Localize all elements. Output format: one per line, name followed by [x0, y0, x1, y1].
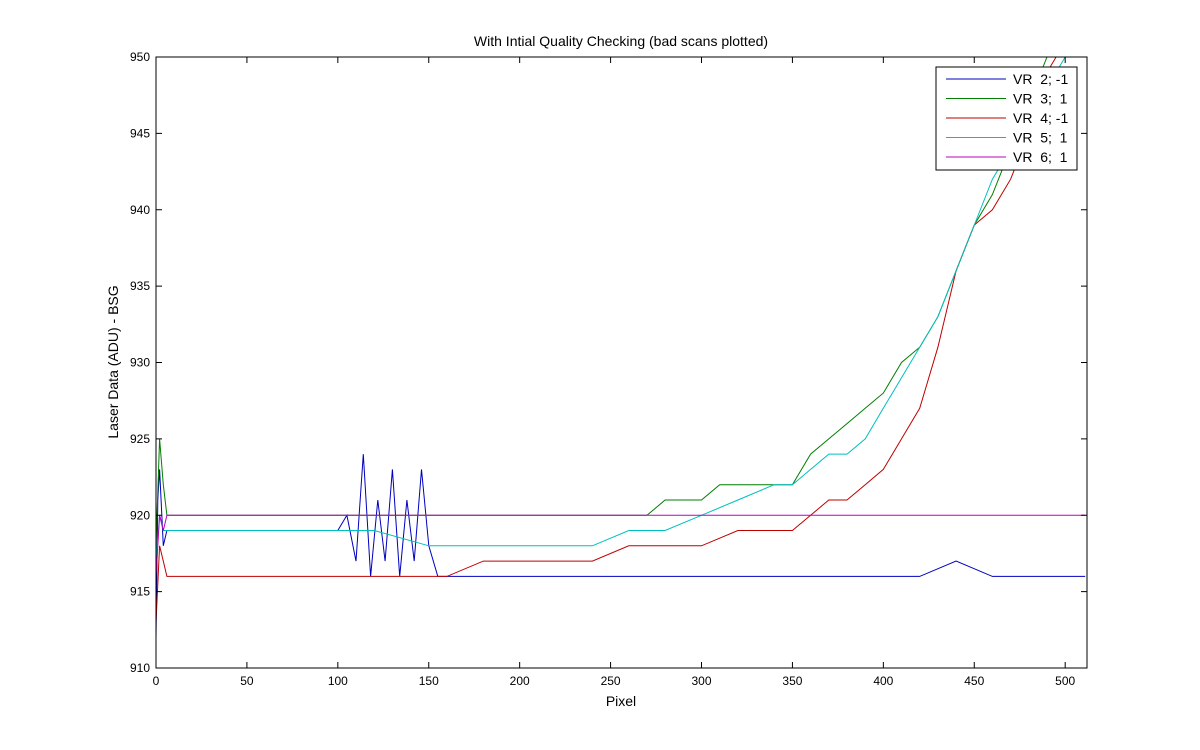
- y-tick-label: 925: [130, 432, 150, 446]
- x-tick-label: 0: [153, 674, 160, 688]
- x-tick-label: 100: [328, 674, 348, 688]
- y-tick-label: 915: [130, 585, 150, 599]
- chart-title: With Intial Quality Checking (bad scans …: [474, 33, 768, 49]
- legend-label-4: VR 5; 1: [1013, 130, 1068, 146]
- y-tick-label: 930: [130, 356, 150, 370]
- legend-label-1: VR 2; -1: [1013, 71, 1068, 87]
- y-axis-title: Laser Data (ADU) - BSG: [105, 285, 121, 438]
- x-tick-label: 350: [782, 674, 802, 688]
- y-tick-label: 920: [130, 508, 150, 522]
- plot-area: [156, 57, 1087, 668]
- x-tick-label: 500: [1055, 674, 1075, 688]
- x-tick-label: 150: [419, 674, 439, 688]
- y-tick-label: 945: [130, 126, 150, 140]
- legend-label-3: VR 4; -1: [1013, 110, 1068, 126]
- x-axis-title: Pixel: [606, 693, 636, 709]
- y-tick-label: 950: [130, 50, 150, 64]
- series-layer: [156, 57, 1086, 638]
- x-tick-label: 250: [601, 674, 621, 688]
- x-tick-label: 50: [240, 674, 254, 688]
- legend: VR 2; -1 VR 3; 1 VR 4; -1 VR 5; 1 VR 6; 1: [935, 66, 1078, 171]
- y-tick-label: 940: [130, 203, 150, 217]
- ticks-layer: 0 50 100 150 200 250 300 350 400 450 500 910 915 920 9…: [130, 50, 1087, 688]
- x-tick-label: 450: [964, 674, 984, 688]
- x-tick-label: 400: [873, 674, 893, 688]
- y-tick-label: 910: [130, 661, 150, 675]
- x-tick-label: 200: [510, 674, 530, 688]
- series-line-4: [156, 57, 1086, 562]
- legend-label-5: VR 6; 1: [1013, 149, 1068, 165]
- y-tick-label: 935: [130, 279, 150, 293]
- series-line-5: [156, 514, 1086, 577]
- x-tick-label: 300: [691, 674, 711, 688]
- legend-label-2: VR 3; 1: [1013, 91, 1068, 107]
- plot-frame: [155, 56, 1088, 669]
